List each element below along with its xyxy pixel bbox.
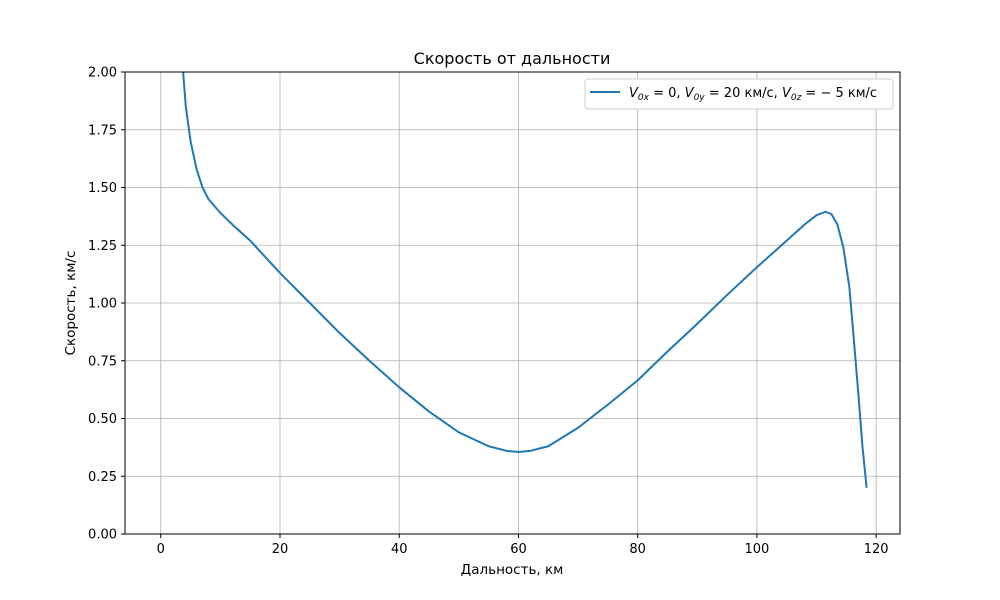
y-axis-label: Скорость, км/с bbox=[63, 251, 79, 356]
y-tick-label: 0.50 bbox=[88, 412, 117, 427]
y-tick-label: 1.75 bbox=[88, 123, 117, 138]
x-tick-label: 20 bbox=[272, 542, 289, 557]
y-tick-label: 1.25 bbox=[88, 239, 117, 254]
chart-title: Скорость от дальности bbox=[414, 49, 611, 68]
series-line bbox=[182, 72, 868, 488]
x-axis-ticks: 0 20 40 60 80 100 120 bbox=[157, 534, 889, 557]
x-tick-label: 80 bbox=[629, 542, 646, 557]
y-tick-label: 0.00 bbox=[88, 528, 117, 543]
y-tick-label: 1.00 bbox=[88, 297, 117, 312]
y-tick-label: 1.50 bbox=[88, 181, 117, 196]
y-tick-label: 0.25 bbox=[88, 470, 117, 485]
legend: V0x = 0, V0y = 20 км/с, V0z = − 5 км/с bbox=[584, 78, 894, 110]
x-tick-label: 40 bbox=[391, 542, 408, 557]
y-tick-label: 2.00 bbox=[88, 66, 117, 81]
y-tick-label: 0.75 bbox=[88, 354, 117, 369]
x-tick-label: 100 bbox=[745, 542, 770, 557]
x-axis-label: Дальность, км bbox=[461, 562, 564, 578]
x-tick-label: 60 bbox=[510, 542, 527, 557]
x-tick-label: 120 bbox=[864, 542, 889, 557]
y-axis-ticks: 0.00 0.25 0.50 0.75 1.00 1.25 1.50 1.75 2.00 bbox=[88, 66, 125, 543]
series-layer bbox=[182, 72, 868, 488]
legend-entry: V0x = 0, V0y = 20 км/с, V0z = − 5 км/с bbox=[629, 86, 877, 103]
x-tick-label: 0 bbox=[157, 542, 165, 557]
legend-box bbox=[584, 78, 894, 110]
